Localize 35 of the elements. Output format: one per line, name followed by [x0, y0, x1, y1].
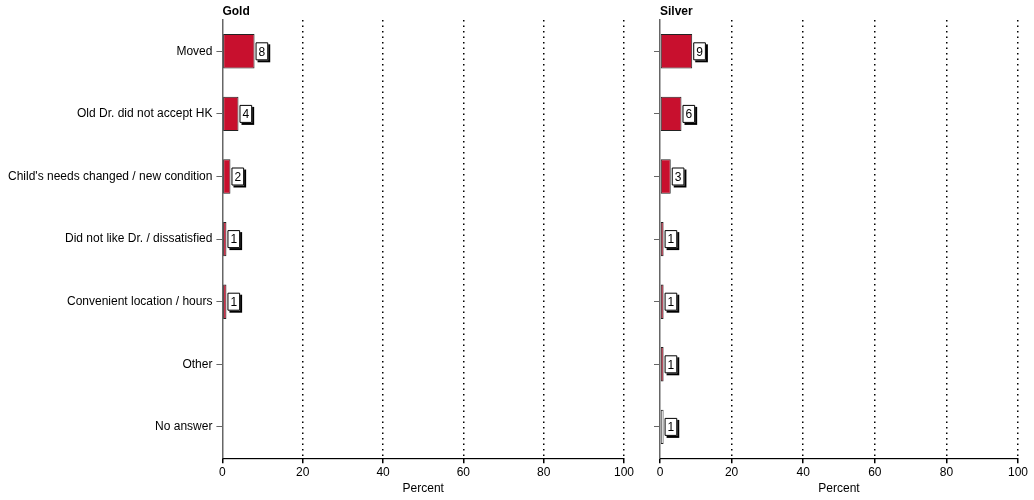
- data-label: 9: [696, 44, 704, 59]
- x-tick-label: 0: [219, 464, 227, 479]
- x-axis-title: Percent: [402, 481, 445, 496]
- y-tick-label: Convenient location / hours: [66, 294, 213, 309]
- y-tick-label: Did not like Dr. / dissatisfied: [65, 231, 213, 246]
- data-label: 1: [667, 295, 675, 310]
- data-label: 6: [685, 107, 693, 122]
- x-tick-label: 20: [724, 464, 739, 479]
- y-tick-label: Child's needs changed / new condition: [7, 168, 213, 183]
- x-tick-label: 80: [537, 464, 551, 479]
- chart-title: Gold: [222, 4, 250, 19]
- x-tick-label: 0: [656, 464, 664, 479]
- data-label: 1: [667, 420, 675, 435]
- y-tick-label: Moved: [176, 43, 213, 58]
- y-tick-label: Other: [182, 356, 213, 371]
- x-tick-label: 40: [796, 464, 811, 479]
- x-tick-label: 60: [456, 464, 471, 479]
- x-tick-label: 100: [613, 464, 635, 479]
- x-tick-label: 80: [939, 464, 954, 479]
- data-label: 2: [234, 169, 242, 184]
- x-axis-title: Percent: [818, 481, 861, 496]
- data-label: 1: [667, 232, 675, 247]
- data-label: 4: [242, 107, 250, 122]
- data-label: 1: [667, 357, 675, 372]
- data-label: 1: [230, 232, 238, 247]
- y-tick-label: Old Dr. did not accept HK: [77, 106, 213, 121]
- data-label: 8: [258, 44, 266, 59]
- x-tick-label: 20: [296, 464, 310, 479]
- x-tick-label: 100: [1007, 464, 1029, 479]
- data-label: 3: [674, 169, 682, 184]
- y-tick-label: No answer: [155, 419, 213, 434]
- x-tick-label: 60: [868, 464, 882, 479]
- x-tick-label: 40: [376, 464, 391, 479]
- data-label: 1: [230, 295, 238, 310]
- chart-title: Silver: [660, 4, 694, 19]
